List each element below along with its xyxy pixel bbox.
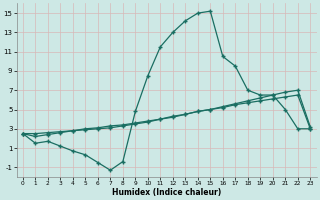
X-axis label: Humidex (Indice chaleur): Humidex (Indice chaleur) <box>112 188 221 197</box>
